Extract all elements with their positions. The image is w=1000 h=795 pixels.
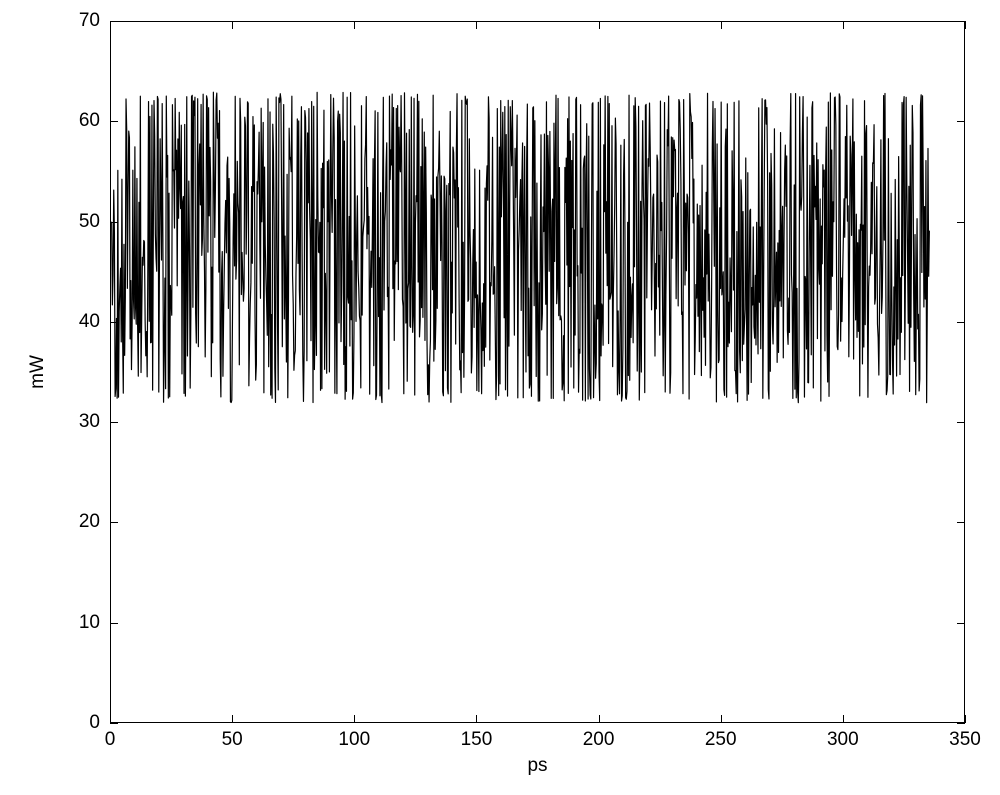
x-tick-label: 250: [705, 729, 737, 751]
y-tick: [110, 723, 118, 724]
y-tick-label: 50: [68, 211, 100, 233]
y-tick-label: 20: [68, 511, 100, 533]
y-tick: [957, 121, 965, 122]
x-tick-label: 150: [461, 729, 493, 751]
x-tick: [232, 715, 233, 723]
x-tick: [843, 715, 844, 723]
signal-trace: [111, 22, 966, 724]
y-tick: [110, 522, 118, 523]
x-tick: [110, 715, 111, 723]
x-tick: [965, 715, 966, 723]
y-tick-label: 40: [68, 311, 100, 333]
x-axis-label: ps: [527, 755, 547, 777]
y-tick-label: 60: [68, 110, 100, 132]
x-tick: [354, 715, 355, 723]
x-tick: [354, 21, 355, 29]
x-tick: [965, 21, 966, 29]
x-tick: [599, 715, 600, 723]
x-tick-label: 0: [105, 729, 116, 751]
y-tick: [957, 723, 965, 724]
y-tick: [110, 422, 118, 423]
x-tick: [110, 21, 111, 29]
y-tick: [957, 222, 965, 223]
x-tick-label: 100: [338, 729, 370, 751]
y-tick-label: 0: [68, 712, 100, 734]
y-tick: [110, 222, 118, 223]
x-tick: [721, 21, 722, 29]
y-tick-label: 30: [68, 411, 100, 433]
x-tick: [599, 21, 600, 29]
y-tick: [110, 322, 118, 323]
y-axis-label: mW: [27, 355, 49, 389]
y-tick-label: 10: [68, 612, 100, 634]
y-tick: [110, 21, 118, 22]
y-tick: [957, 322, 965, 323]
x-tick-label: 200: [583, 729, 615, 751]
y-tick-label: 70: [68, 10, 100, 32]
y-tick: [957, 422, 965, 423]
y-tick: [110, 121, 118, 122]
x-tick: [476, 21, 477, 29]
x-tick: [232, 21, 233, 29]
x-tick-label: 300: [827, 729, 859, 751]
x-tick-label: 350: [949, 729, 981, 751]
y-tick: [957, 522, 965, 523]
plot-area: [110, 21, 965, 723]
x-tick: [843, 21, 844, 29]
x-tick-label: 50: [222, 729, 243, 751]
y-tick: [957, 623, 965, 624]
y-tick: [110, 623, 118, 624]
x-tick: [476, 715, 477, 723]
chart-container: 010203040506070050100150200250300350 ps …: [0, 0, 1000, 795]
y-tick: [957, 21, 965, 22]
x-tick: [721, 715, 722, 723]
